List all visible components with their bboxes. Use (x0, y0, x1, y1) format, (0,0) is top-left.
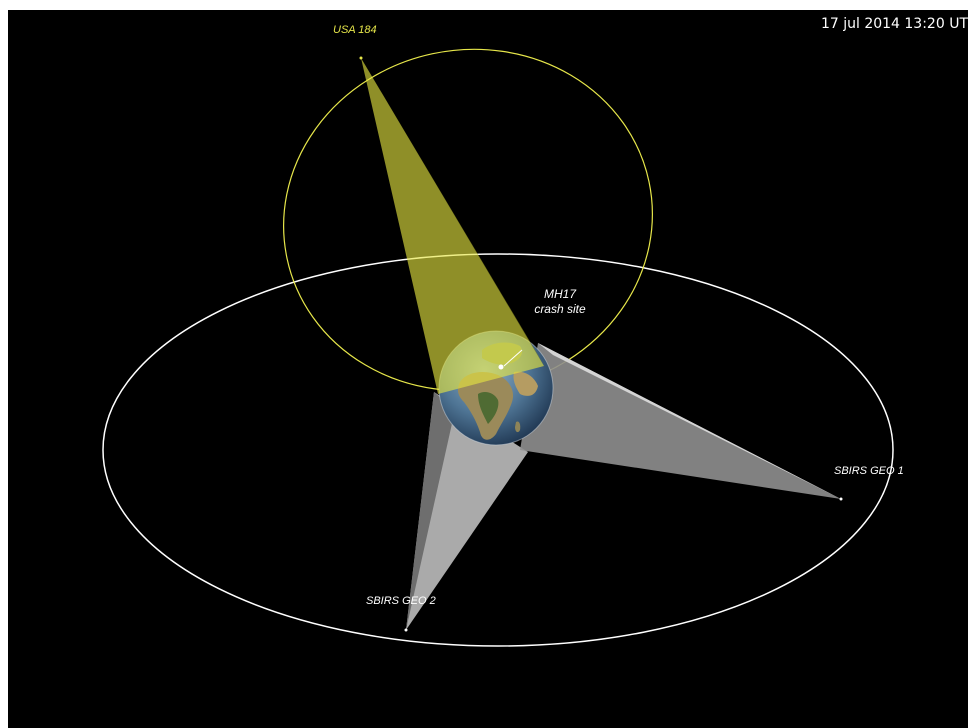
geo2-coverage-cone-shadow (406, 392, 455, 630)
geo1-coverage-cone (520, 343, 841, 499)
crash-site-label: MH17 crash site (520, 287, 600, 317)
crash-site-marker (498, 364, 504, 370)
usa184-position (359, 56, 363, 60)
crash-site-pointer (503, 349, 523, 367)
crash-site-subtitle: crash site (534, 302, 586, 316)
geo1-position (839, 497, 843, 501)
geo2-label: SBIRS GEO 2 (366, 595, 436, 607)
geo1-label: SBIRS GEO 1 (834, 465, 904, 477)
usa184-coverage-cone-shade (361, 58, 544, 366)
geo1-coverage-cone-light (538, 343, 841, 499)
orbit-diagram (102, 48, 894, 647)
usa184-label: USA 184 (333, 24, 377, 36)
geo-orbit-ring (102, 253, 894, 647)
crash-site-title: MH17 (543, 287, 576, 301)
geo2-position (404, 628, 408, 632)
usa184-coverage-cone (361, 58, 544, 394)
timestamp-label: 17 jul 2014 13:20 UT (820, 16, 968, 32)
orbit-visualization: 17 jul 2014 13:20 UT USA 184 SBIRS GEO 1… (8, 10, 968, 728)
